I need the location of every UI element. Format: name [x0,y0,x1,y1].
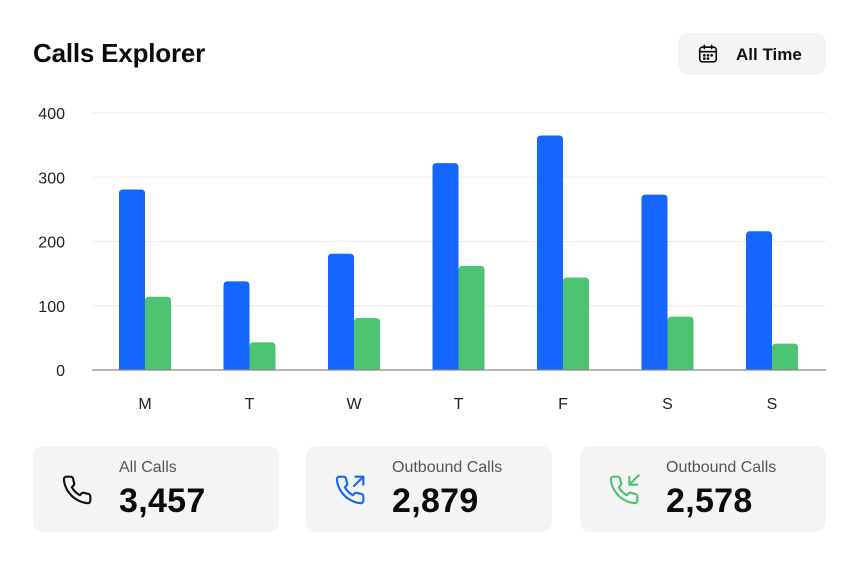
bar-series-2 [563,277,589,370]
stat-label: All Calls [119,459,177,476]
bar-series-2 [249,342,276,370]
bar-series-1 [119,189,145,370]
phone-incoming-icon [609,474,640,505]
bar-series-1 [223,281,250,370]
y-tick-label: 400 [38,106,65,123]
y-tick-label: 100 [38,299,65,316]
y-tick-label: 200 [38,235,65,252]
time-range-button[interactable]: All Time [678,33,826,75]
bar-series-1 [537,135,563,370]
x-tick-label: T [454,396,464,413]
time-range-label: All Time [736,45,802,64]
bar-series-2 [145,296,171,370]
bar-series-1 [641,194,668,370]
stat-label: Outbound Calls [392,459,503,476]
stat-card-outbound-calls: Outbound Calls 2,879 [306,446,552,532]
stat-value: 2,879 [392,482,479,520]
calls-bar-chart: 0 100 200 300 400 M T W T F S S [38,106,826,413]
x-tick-label: F [558,396,568,413]
bar-series-1 [432,163,459,370]
page-title: Calls Explorer [33,38,206,68]
phone-outgoing-icon [335,475,365,505]
bar-series-2 [354,317,380,370]
calendar-icon [698,44,718,63]
bar-series-1 [328,253,354,370]
x-tick-label: M [138,396,151,413]
bar-series-1 [746,231,772,370]
x-tick-label: S [662,396,673,413]
x-tick-label: W [346,396,362,413]
phone-icon [62,475,92,505]
stat-value: 2,578 [666,482,753,520]
y-tick-label: 300 [38,170,65,187]
bar-series-2 [458,265,485,370]
x-tick-label: S [767,396,778,413]
y-tick-label: 0 [56,363,65,380]
stat-card-all-calls: All Calls 3,457 [33,446,279,532]
stat-value: 3,457 [119,482,206,520]
bar-series-2 [772,343,798,370]
stat-card-outbound-calls-2: Outbound Calls 2,578 [580,446,826,532]
stat-label: Outbound Calls [666,459,777,476]
bar-series-2 [667,316,694,370]
x-tick-label: T [245,396,255,413]
